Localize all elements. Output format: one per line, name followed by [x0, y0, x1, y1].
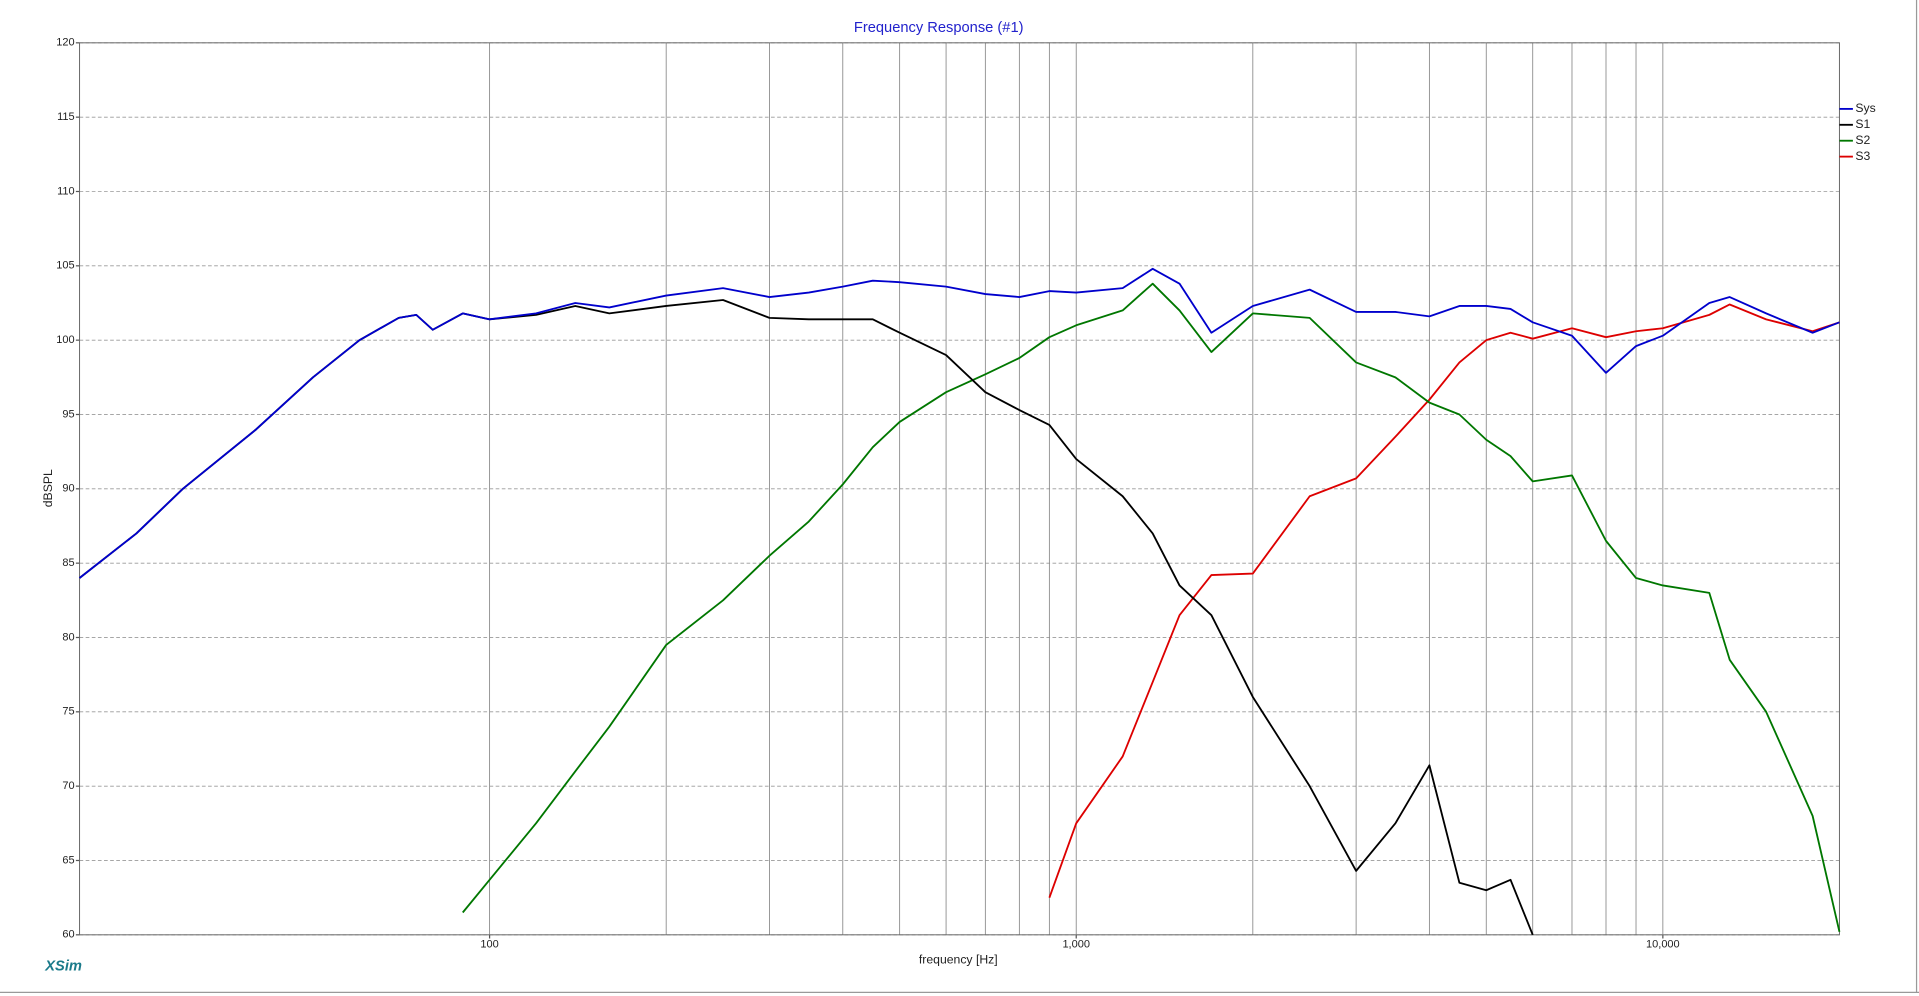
legend-label: S2 — [1855, 133, 1870, 147]
y-tick-label: 60 — [62, 929, 74, 941]
plot-frame — [79, 42, 1840, 936]
chart-title: Frequency Response (#1) — [854, 20, 1024, 36]
y-tick-label: 70 — [62, 780, 74, 792]
y-tick-label: 115 — [57, 111, 75, 123]
y-tick-label: 100 — [56, 334, 74, 346]
y-tick-label: 65 — [62, 854, 74, 866]
legend-label: Sys — [1855, 101, 1875, 115]
x-tick-label: 1,000 — [1062, 939, 1090, 951]
y-tick-label: 110 — [57, 185, 75, 197]
legend-label: S1 — [1855, 117, 1870, 131]
x-axis-label: frequency [Hz] — [919, 953, 998, 967]
x-tick-label: 10,000 — [1646, 939, 1680, 951]
y-tick-label: 90 — [62, 483, 74, 495]
y-axis-label: dBSPL — [41, 469, 55, 507]
series-line — [462, 282, 1841, 933]
y-tick-label: 75 — [62, 706, 74, 718]
series-line — [1048, 303, 1840, 898]
y-tick-label: 85 — [62, 557, 74, 569]
y-tick-label: 105 — [56, 260, 74, 272]
legend-label: S3 — [1855, 149, 1870, 163]
y-tick-label: 95 — [62, 408, 74, 420]
series-line — [78, 267, 1840, 579]
x-tick-label: 100 — [480, 939, 498, 951]
y-tick-label: 80 — [62, 631, 74, 643]
y-tick-label: 120 — [56, 37, 74, 49]
watermark: XSim — [44, 959, 82, 975]
